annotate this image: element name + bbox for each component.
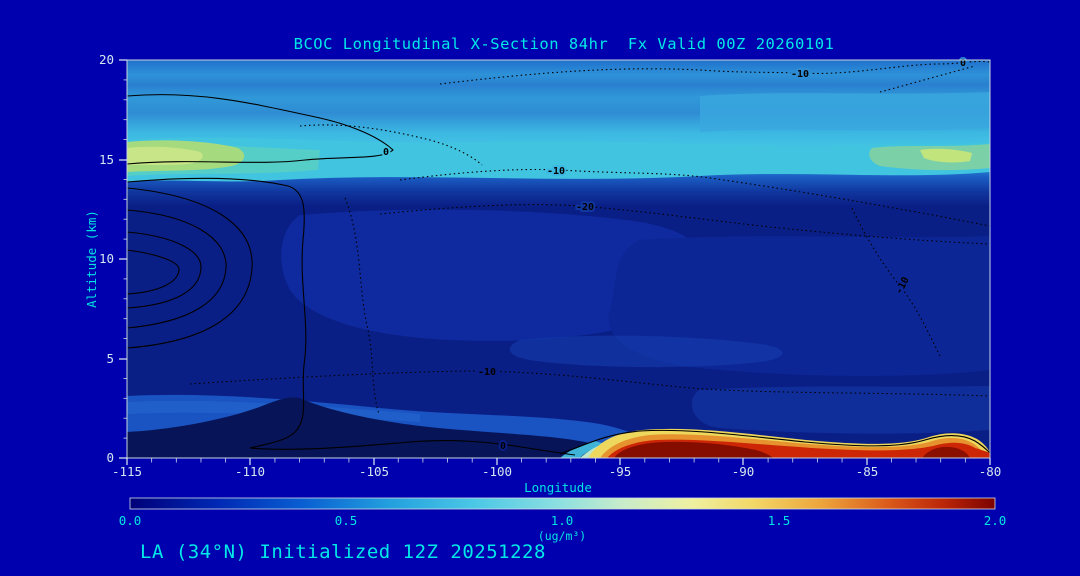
- footer-annotation: LA (34°N) Initialized 12Z 20251228: [140, 541, 546, 563]
- x-tick-label: -105: [359, 464, 389, 479]
- plot-title: BCOC Longitudinal X-Section 84hr Fx Vali…: [294, 35, 835, 53]
- colorbar-tick-label: 1.5: [768, 513, 791, 528]
- x-tick-label: -85: [856, 464, 879, 479]
- colorbar-tick-label: 0.0: [119, 513, 142, 528]
- y-axis-ticks: 0 5 10 15 20: [99, 52, 114, 465]
- colorbar-tick-label: 1.0: [551, 513, 574, 528]
- x-tick-label: -90: [732, 464, 755, 479]
- overlay-contours: [127, 60, 990, 456]
- colorbar-unit-label: (ug/m³): [538, 529, 586, 543]
- x-tick-label: -110: [235, 464, 265, 479]
- colorbar-tick-label: 2.0: [984, 513, 1007, 528]
- contour-label: -20: [576, 202, 594, 213]
- contour-label: 0: [500, 441, 506, 452]
- x-tick-label: -100: [482, 464, 512, 479]
- y-axis-label: Altitude (km): [84, 210, 99, 308]
- y-tick-label: 20: [99, 52, 114, 67]
- x-axis-ticks: -115 -110 -105 -100 -95 -90 -85 -80: [112, 464, 1001, 479]
- contour-label: -10: [791, 69, 809, 80]
- contour-label: -10: [478, 367, 496, 378]
- y-tick-label: 5: [106, 351, 114, 366]
- contour-label: 0: [960, 58, 966, 69]
- contour-field: [127, 60, 990, 458]
- x-axis-label: Longitude: [524, 480, 592, 495]
- x-tick-label: -115: [112, 464, 142, 479]
- x-tick-label: -95: [609, 464, 632, 479]
- x-tick-label: -80: [979, 464, 1002, 479]
- colorbar-ticks: 0.0 0.5 1.0 1.5 2.0: [119, 513, 1007, 528]
- contour-label: -10: [547, 166, 565, 177]
- colorbar: [129, 497, 996, 510]
- contour-label: 0: [383, 147, 389, 158]
- y-tick-label: 0: [106, 450, 114, 465]
- axis-major-ticks: [119, 59, 991, 465]
- colorbar-tick-label: 0.5: [335, 513, 358, 528]
- axis-minor-ticks: [123, 79, 966, 463]
- y-tick-label: 10: [99, 251, 114, 266]
- y-tick-label: 15: [99, 152, 114, 167]
